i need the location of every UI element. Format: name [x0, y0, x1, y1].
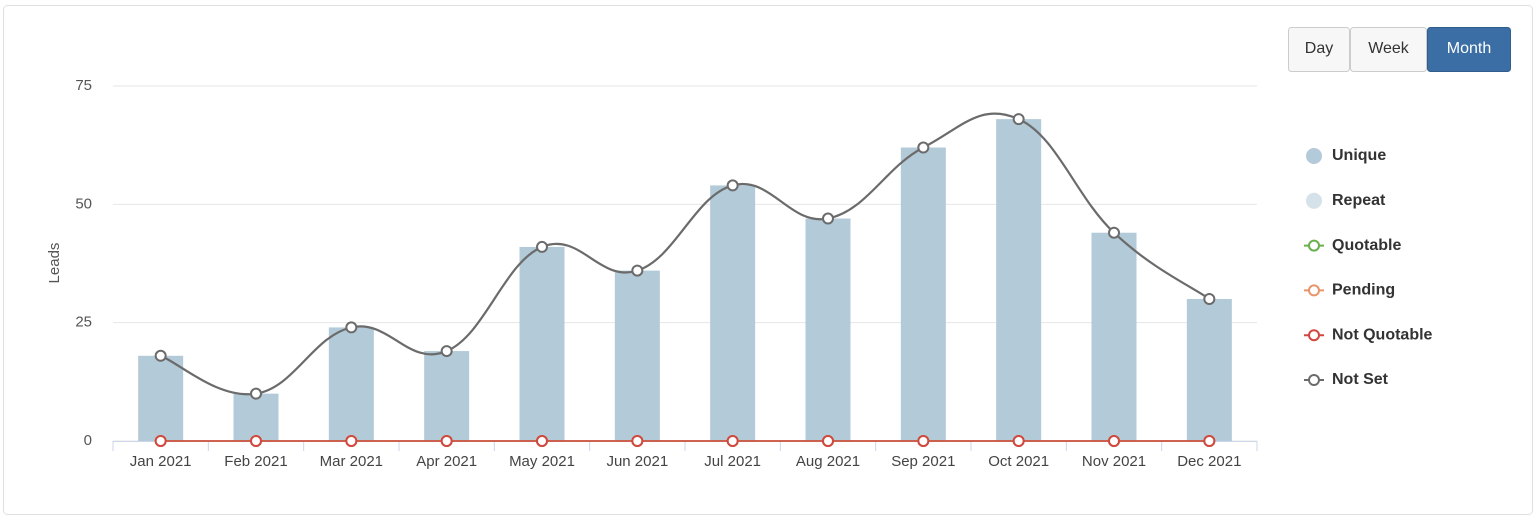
y-tick-label: 25: [75, 314, 92, 331]
card-border: [3, 5, 1533, 515]
point: [917, 141, 930, 154]
point: [631, 435, 644, 447]
bar: [805, 218, 851, 441]
legend-label[interactable]: Repeat: [1332, 192, 1386, 209]
point: [536, 240, 548, 253]
x-tick-label: May 2021: [509, 453, 575, 470]
point: [1108, 226, 1120, 239]
period-button[interactable]: [1350, 27, 1427, 72]
bar: [138, 355, 184, 441]
bar: [710, 185, 756, 441]
bar: [1091, 232, 1137, 441]
x-tick-label: Sep 2021: [891, 453, 955, 470]
point: [345, 321, 358, 334]
point: [822, 212, 834, 225]
period-button-label[interactable]: Month: [1447, 40, 1491, 57]
bar: [1186, 299, 1232, 441]
y-axis-label: Leads: [46, 243, 63, 284]
bar: [328, 327, 374, 441]
y-tick-label: 75: [75, 77, 92, 94]
legend-label[interactable]: Quotable: [1332, 237, 1401, 254]
point: [1012, 435, 1025, 447]
bar: [996, 119, 1042, 441]
x-tick-label: Dec 2021: [1177, 453, 1241, 470]
point: [822, 435, 834, 447]
point: [917, 435, 930, 447]
y-tick-label: 0: [84, 432, 92, 449]
x-tick-label: Jun 2021: [606, 453, 668, 470]
bar: [233, 393, 279, 441]
legend-label[interactable]: Not Set: [1332, 371, 1389, 388]
point: [154, 349, 167, 362]
legend-marker: [1308, 239, 1320, 252]
x-tick-label: Apr 2021: [416, 453, 477, 470]
point: [1203, 293, 1216, 305]
legend-label[interactable]: Unique: [1332, 147, 1386, 164]
period-button[interactable]: [1427, 27, 1511, 72]
point: [1012, 113, 1025, 126]
legend-label[interactable]: Pending: [1332, 282, 1395, 299]
x-tick-label: Jul 2021: [704, 453, 761, 470]
x-tick-label: Feb 2021: [224, 453, 287, 470]
period-button-label[interactable]: Day: [1305, 40, 1333, 57]
legend-marker: [1306, 148, 1322, 164]
y-tick-label: 50: [75, 195, 92, 212]
x-tick-label: Jan 2021: [130, 453, 192, 470]
point: [154, 435, 167, 447]
legend-marker: [1306, 192, 1322, 209]
legend-marker: [1308, 329, 1320, 342]
point: [726, 179, 739, 192]
point: [631, 264, 644, 277]
x-tick-label: Oct 2021: [988, 453, 1049, 470]
x-tick-label: Mar 2021: [320, 453, 383, 470]
point: [1203, 435, 1216, 447]
x-tick-label: Aug 2021: [796, 453, 860, 470]
point: [250, 435, 262, 447]
bar: [614, 270, 660, 441]
bar: [519, 246, 565, 441]
point: [440, 345, 453, 358]
point: [536, 435, 548, 447]
bar: [424, 351, 470, 441]
legend-label[interactable]: Not Quotable: [1332, 326, 1433, 343]
period-button-label[interactable]: Week: [1368, 40, 1410, 57]
legend-marker: [1308, 374, 1320, 386]
point: [726, 435, 739, 447]
period-button[interactable]: [1288, 27, 1350, 72]
point: [1108, 435, 1120, 447]
point: [440, 435, 453, 447]
x-tick-label: Nov 2021: [1082, 453, 1146, 470]
point: [345, 435, 358, 447]
point: [250, 387, 262, 400]
bar: [900, 147, 946, 442]
legend-marker: [1308, 284, 1320, 297]
